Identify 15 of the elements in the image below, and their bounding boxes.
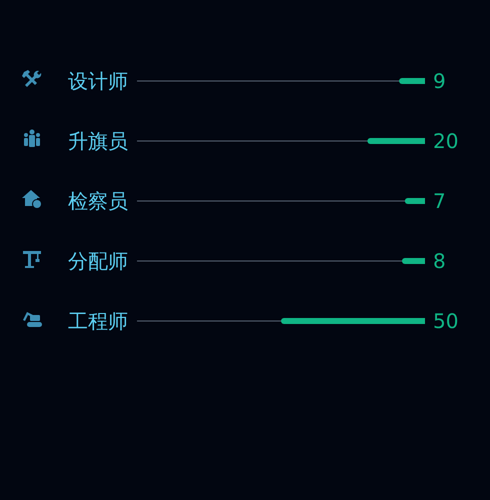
data-label: 8 xyxy=(433,249,446,273)
data-label: 50 xyxy=(433,309,458,333)
bar xyxy=(281,318,425,324)
data-label: 20 xyxy=(433,129,458,153)
data-label: 9 xyxy=(433,69,446,93)
y-tick-label: 工程师 xyxy=(68,309,128,333)
data-label: 7 xyxy=(433,189,446,213)
y-tick-label: 设计师 xyxy=(68,69,128,93)
y-tick-label: 升旗员 xyxy=(68,129,128,153)
bar xyxy=(402,258,425,264)
bar xyxy=(404,198,425,204)
y-tick-label: 分配师 xyxy=(68,249,128,273)
y-tick-label: 检察员 xyxy=(68,189,128,213)
bar xyxy=(399,78,425,84)
bar xyxy=(367,138,425,144)
